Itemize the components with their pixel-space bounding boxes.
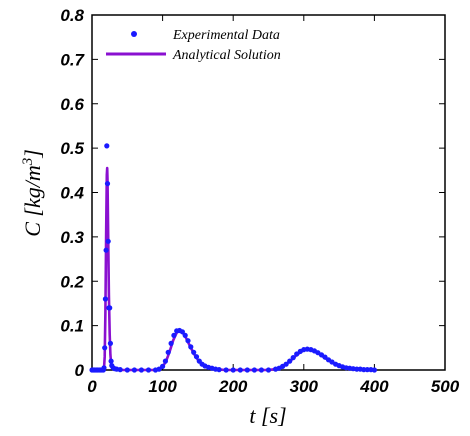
y-axis-label: C [kg/m3] bbox=[20, 149, 45, 237]
data-point-experimental bbox=[371, 367, 377, 373]
data-point-experimental bbox=[193, 354, 200, 360]
data-point-experimental bbox=[107, 340, 113, 346]
data-point-experimental bbox=[105, 238, 111, 244]
legend-label-analytical: Analytical Solution bbox=[172, 48, 281, 63]
data-point-experimental bbox=[108, 358, 114, 364]
legend-label-experimental: Experimental Data bbox=[172, 28, 280, 43]
data-point-experimental bbox=[185, 338, 191, 344]
data-point-experimental bbox=[102, 296, 108, 302]
y-tick-label: 0.6 bbox=[60, 95, 84, 114]
y-axis-ticks: 0 0.1 0.2 0.3 0.4 0.5 0.6 0.7 0.8 bbox=[60, 6, 445, 380]
data-point-experimental bbox=[230, 367, 236, 373]
data-point-experimental bbox=[322, 354, 328, 360]
x-tick-label: 200 bbox=[218, 377, 248, 396]
data-point-experimental bbox=[290, 355, 296, 361]
y-tick-label: 0.2 bbox=[60, 272, 84, 291]
data-point-experimental bbox=[145, 367, 152, 373]
x-tick-label: 400 bbox=[359, 377, 389, 396]
legend-marker-experimental bbox=[131, 31, 137, 37]
y-tick-label: 0.7 bbox=[60, 50, 85, 69]
plot-frame bbox=[91, 14, 446, 371]
x-axis-ticks: 0 100 200 300 400 500 bbox=[87, 15, 460, 396]
data-point-experimental bbox=[101, 365, 107, 371]
data-point-experimental bbox=[251, 367, 257, 373]
data-point-experimental bbox=[244, 367, 250, 373]
data-point-experimental bbox=[103, 247, 109, 253]
data-point-experimental bbox=[258, 367, 264, 373]
y-tick-label: 0 bbox=[75, 361, 85, 380]
x-axis-label: t [s] bbox=[249, 403, 286, 428]
data-point-experimental bbox=[223, 367, 229, 373]
legend: Experimental Data Analytical Solution bbox=[106, 28, 281, 63]
data-point-experimental bbox=[182, 332, 188, 338]
data-point-experimental bbox=[191, 349, 197, 355]
data-point-experimental bbox=[138, 367, 144, 373]
data-point-experimental bbox=[165, 349, 171, 355]
y-tick-label: 0.3 bbox=[60, 228, 84, 247]
data-point-experimental bbox=[102, 345, 108, 351]
y-tick-label: 0.5 bbox=[60, 139, 84, 158]
x-tick-label: 300 bbox=[290, 377, 319, 396]
data-point-experimental bbox=[162, 358, 168, 364]
data-point-experimental bbox=[124, 367, 130, 373]
x-tick-label: 100 bbox=[148, 377, 177, 396]
data-point-experimental bbox=[294, 351, 300, 357]
x-tick-label: 0 bbox=[87, 377, 97, 396]
data-point-experimental bbox=[188, 344, 194, 350]
x-tick-label: 500 bbox=[431, 377, 460, 396]
data-point-experimental bbox=[104, 143, 110, 149]
data-point-experimental bbox=[283, 361, 289, 367]
series-layer bbox=[89, 143, 377, 373]
y-tick-label: 0.8 bbox=[60, 6, 84, 25]
data-point-experimental bbox=[107, 305, 113, 311]
series-line-analytical bbox=[92, 166, 376, 372]
data-point-experimental bbox=[364, 367, 370, 373]
data-point-experimental bbox=[168, 340, 174, 346]
y-tick-label: 0.4 bbox=[60, 184, 84, 203]
data-point-experimental bbox=[160, 363, 166, 369]
data-point-experimental bbox=[265, 367, 272, 373]
data-point-experimental bbox=[237, 367, 243, 373]
data-point-experimental bbox=[179, 329, 185, 335]
data-point-experimental bbox=[117, 367, 123, 373]
data-point-experimental bbox=[171, 332, 177, 338]
data-point-experimental bbox=[131, 367, 137, 373]
data-point-experimental bbox=[216, 367, 222, 373]
y-tick-label: 0.1 bbox=[60, 317, 84, 336]
data-point-experimental bbox=[287, 358, 293, 364]
data-point-experimental bbox=[156, 366, 162, 372]
data-point-experimental bbox=[104, 181, 111, 187]
